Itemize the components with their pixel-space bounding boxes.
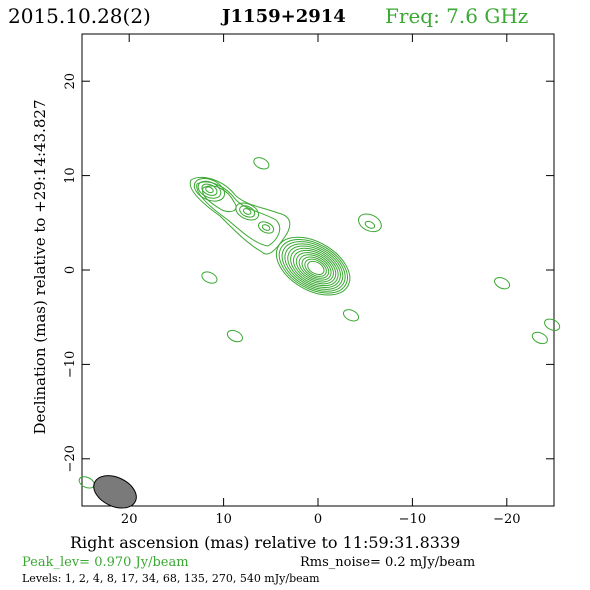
contour-set [78, 157, 561, 489]
jet-component-contour [205, 186, 214, 194]
y-tick-label: 0 [63, 266, 78, 274]
y-tick-label: 20 [63, 73, 78, 90]
noise-contour [78, 476, 95, 489]
axis-ticks [82, 34, 554, 506]
y-tick-label: −20 [63, 445, 78, 472]
core-contour [287, 245, 341, 289]
noise-contour [494, 277, 511, 290]
noise-contour [342, 309, 360, 322]
source-name: J1159+2914 [222, 6, 346, 27]
beam-ellipse [93, 475, 137, 509]
noise-contour [364, 220, 376, 229]
peak-level: Peak_lev= 0.970 Jy/beam [22, 555, 189, 570]
core-contour [307, 260, 325, 276]
core-contour [292, 249, 337, 285]
core-contour [295, 252, 334, 283]
jet-component-contour [258, 221, 275, 234]
y-tick-label: −10 [63, 351, 78, 378]
jet-component-contour [235, 202, 260, 221]
noise-contour [226, 329, 243, 343]
noise-contour [201, 271, 218, 284]
jet-component-contour [242, 208, 252, 215]
x-tick-label: 10 [215, 512, 232, 527]
core-contour [304, 258, 327, 277]
core-contour [275, 236, 351, 296]
x-tick-label: −20 [493, 512, 520, 527]
jet-contour [189, 176, 291, 255]
core-contour [301, 256, 330, 279]
x-tick-label: 20 [121, 512, 138, 527]
y-axis-label: Declination (mas) relative to +29:14:43.… [31, 99, 49, 435]
frequency-label: Freq: 7.6 GHz [385, 4, 529, 28]
y-tick-label: 10 [63, 167, 78, 184]
epoch-date: 2015.10.28(2) [8, 4, 151, 28]
jet-component-contour [201, 183, 218, 196]
jet-component-contour [197, 180, 222, 199]
core-contour [284, 243, 344, 290]
core-contour [298, 254, 332, 281]
noise-contour [358, 213, 382, 233]
jet-component-contour [193, 177, 226, 202]
noise-contour [544, 318, 561, 331]
jet-component-contour [261, 224, 271, 231]
x-axis-label: Right ascension (mas) relative to 11:59:… [70, 533, 461, 552]
noise-contour [253, 157, 270, 170]
jet-component-contour [239, 205, 256, 218]
x-tick-label: −10 [399, 512, 426, 527]
jet-contour [196, 181, 281, 247]
plot-frame [81, 33, 555, 507]
x-tick-label: 0 [314, 512, 322, 527]
beam-shape [93, 475, 137, 509]
core-contour [278, 238, 348, 294]
tick-labels: 20 10 0 −10 −20 20 10 0 −10 −20 [63, 73, 521, 527]
contour-levels: Levels: 1, 2, 4, 8, 17, 34, 68, 135, 270… [22, 572, 320, 585]
core-contour [290, 247, 339, 287]
rms-noise: Rms_noise= 0.2 mJy/beam [300, 555, 476, 570]
noise-contour [531, 331, 548, 345]
core-contour [281, 241, 346, 292]
